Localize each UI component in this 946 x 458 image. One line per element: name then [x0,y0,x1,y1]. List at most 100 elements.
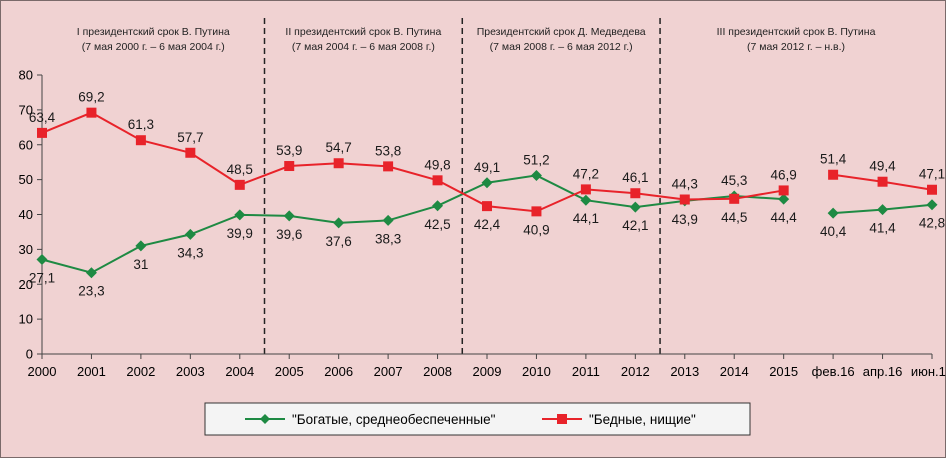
x-tick-label: 2011 [572,364,600,379]
data-label: 61,3 [128,117,154,132]
data-label: 44,3 [672,177,698,192]
data-label: 47,1 [919,167,945,182]
x-tick-label: 2003 [176,364,205,379]
data-label: 42,5 [424,217,450,232]
series-line [41,111,784,213]
data-label: 63,4 [29,110,56,125]
period-titles: I президентский срок В. Путина (7 мая 200… [77,26,876,53]
y-tick-label: 50 [19,172,33,187]
data-point [185,147,196,158]
y-tick-label: 80 [19,68,33,83]
data-label: 46,1 [622,170,648,185]
x-tick-label: 2001 [77,364,106,379]
x-tick-label: 2010 [522,364,551,379]
data-point [234,209,246,221]
data-label: 34,3 [177,245,203,260]
data-point [37,127,47,138]
data-label: 42,8 [919,216,945,231]
data-point [530,169,542,181]
legend-marker-rich [260,414,270,424]
legend-label-rich: "Богатые, среднеобеспеченные" [292,412,496,427]
data-point [283,210,295,222]
data-point [432,200,444,212]
data-label: 39,9 [227,226,253,241]
x-tick-label: фев.16 [812,364,855,379]
period-dividers [263,18,661,354]
period-title: III президентский срок В. Путина [717,26,876,38]
data-point [926,199,938,211]
x-tick-label: 2008 [423,364,452,379]
data-point [580,194,592,206]
y-tick-label: 20 [19,277,33,292]
data-label: 27,1 [29,270,55,285]
data-label: 39,6 [276,227,302,242]
data-label: 23,3 [78,284,104,299]
data-point [531,206,542,217]
data-point [284,161,295,172]
data-point [827,207,839,219]
axes: 0 10 20 30 40 50 60 70 80 2000 2001 2002 2003 2004 200… [19,68,946,380]
data-point [333,158,344,169]
x-tick-label: 2014 [720,364,749,379]
data-label: 41,4 [869,221,896,236]
data-point [778,193,790,205]
x-tick-label: 2015 [769,364,798,379]
x-tick-label: 2004 [225,364,254,379]
data-label: 44,5 [721,210,747,225]
data-label: 31 [133,257,148,272]
data-label: 54,7 [326,140,352,155]
data-point [877,176,888,187]
data-point [85,267,97,279]
x-tick-label: 2002 [126,364,155,379]
data-label: 47,2 [573,166,599,181]
data-label: 57,7 [177,130,203,145]
period-subtitle: (7 мая 2004 г. – 6 мая 2008 г.) [292,41,435,53]
data-label: 45,3 [721,173,747,188]
x-tick-label: 2009 [473,364,502,379]
x-tick-label: 2007 [374,364,403,379]
period-title: II президентский срок В. Путина [285,26,441,38]
data-point [481,177,493,189]
x-tick-label: 2005 [275,364,304,379]
data-label: 37,6 [326,234,352,249]
x-tick-label: 2012 [621,364,650,379]
data-point [36,253,48,265]
series-line [41,174,784,274]
data-label: 49,4 [869,159,896,174]
x-tick-label: апр.16 [863,364,903,379]
x-tick-label: 2006 [324,364,353,379]
y-tick-label: 10 [19,312,33,327]
data-point [482,201,492,212]
data-point [382,214,394,226]
data-labels: 27,1 23,3 31 34,3 39,9 39,6 37,6 38,3 42,5 49,1 51… [29,90,945,299]
data-label: 46,9 [771,167,797,182]
data-label: 43,9 [672,212,698,227]
data-label: 42,4 [474,217,501,232]
period-title: I президентский срок В. Путина [77,26,230,38]
period-title: Президентский срок Д. Медведева [477,26,646,38]
legend-marker-poor [557,414,567,424]
data-label: 38,3 [375,231,401,246]
data-point [86,107,97,118]
y-tick-label: 0 [26,347,33,362]
data-label: 49,8 [424,157,450,172]
data-label: 51,2 [523,152,549,167]
legend-box [204,402,751,436]
data-point [184,228,196,240]
data-label: 53,8 [375,143,401,158]
data-label: 42,1 [622,218,648,233]
legend-label-poor: "Бедные, нищие" [589,412,696,427]
y-tick-label: 70 [19,102,33,117]
data-point [877,204,889,216]
data-point [580,184,591,195]
data-label: 44,4 [771,210,798,225]
data-label: 40,9 [523,222,549,237]
x-tick-label: июн.16 [911,364,946,379]
x-tick-label: 2013 [670,364,699,379]
data-label: 44,1 [573,211,599,226]
series-lines [36,107,938,279]
legend: "Богатые, среднеобеспеченные" "Бедные, н… [204,402,751,436]
data-point [432,175,443,186]
data-point [679,194,690,205]
